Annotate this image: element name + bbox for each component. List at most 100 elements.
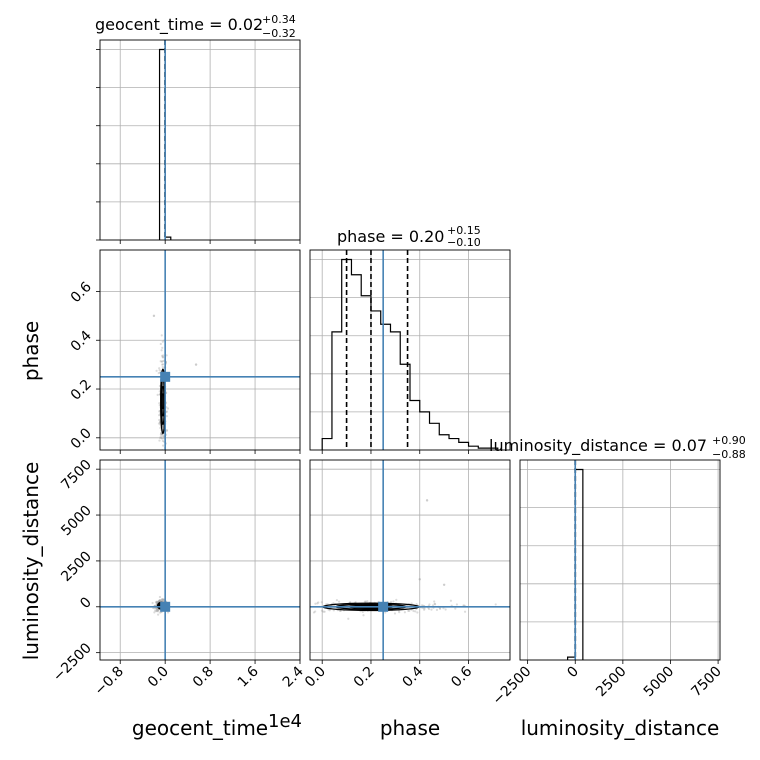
- title-param-luminosity_distance: luminosity_distance: [489, 436, 648, 456]
- y-tick-label: 5000: [58, 503, 95, 540]
- truth-marker: [378, 601, 389, 612]
- sample-point: [159, 433, 162, 436]
- sample-point: [407, 609, 410, 612]
- truth-marker: [160, 371, 171, 382]
- sample-point: [157, 422, 161, 425]
- sample-point: [158, 595, 162, 599]
- sample-point: [455, 603, 459, 606]
- sample-point: [415, 602, 418, 606]
- sample-point: [166, 407, 170, 410]
- sample-point: [159, 599, 162, 602]
- hist-frame: [519, 459, 721, 661]
- hist-frame: [309, 249, 511, 451]
- ylabel-phase: phase: [19, 321, 43, 381]
- sample-point: [361, 610, 364, 613]
- x-tick-label: −0.8: [92, 664, 127, 699]
- sample-point: [160, 599, 164, 602]
- sample-point: [160, 349, 163, 352]
- sample-point: [161, 354, 164, 357]
- title-minus-geocent_time: −0.32: [262, 27, 296, 40]
- y-tick-label: 2500: [58, 548, 95, 585]
- sample-point: [162, 599, 165, 602]
- panel-phase-vs-luminosity_distance: [266, 459, 511, 664]
- scatter-content: [100, 250, 300, 458]
- sample-point: [295, 610, 297, 612]
- sample-point: [317, 601, 320, 604]
- sample-point: [335, 599, 339, 602]
- sample-point: [166, 611, 170, 614]
- sample-point: [165, 415, 168, 418]
- sample-point: [454, 607, 457, 610]
- sample-point: [314, 602, 317, 605]
- sample-point: [494, 603, 497, 606]
- sample-point: [303, 611, 305, 613]
- sample-point: [160, 432, 163, 435]
- sample-point: [303, 602, 305, 604]
- sample-point: [314, 610, 317, 613]
- x-tick-label: 0.0: [302, 664, 329, 691]
- sample-point: [157, 600, 160, 603]
- sample-point: [393, 612, 397, 615]
- sample-point: [403, 611, 406, 614]
- sample-point: [158, 599, 161, 602]
- sample-point: [389, 600, 393, 603]
- sample-point: [328, 609, 331, 612]
- sample-point: [161, 434, 164, 437]
- sample-point: [156, 610, 159, 613]
- truth-marker: [160, 601, 171, 612]
- sample-point: [158, 369, 161, 372]
- sample-point: [160, 334, 163, 337]
- title-param-geocent_time: geocent_time: [95, 15, 204, 35]
- panel-phase-1d: [309, 249, 511, 454]
- outlier-point: [152, 314, 156, 318]
- title-plus-luminosity_distance: +0.90: [712, 434, 746, 447]
- xlabel-geocent_time: geocent_time: [132, 716, 268, 740]
- y-tick-label: 0.2: [68, 377, 95, 404]
- sample-point: [158, 410, 161, 413]
- title-median-phase: 0.20: [409, 227, 445, 246]
- sample-point: [307, 601, 309, 603]
- sample-point: [156, 601, 159, 604]
- sample-point: [161, 598, 165, 601]
- sample-point: [272, 609, 274, 611]
- outlier-point: [442, 583, 446, 586]
- sample-point: [157, 608, 160, 611]
- sample-point: [427, 607, 431, 611]
- sample-point: [155, 600, 159, 603]
- sample-point: [151, 601, 154, 605]
- sample-point: [395, 598, 398, 601]
- scatter-frame: [99, 459, 301, 661]
- y-tick-label: 0.0: [68, 425, 95, 452]
- sample-point: [285, 607, 287, 609]
- sample-point: [158, 418, 161, 422]
- sample-point: [154, 601, 158, 604]
- sample-point: [161, 439, 164, 443]
- x-tick-label: 0.0: [145, 664, 172, 691]
- sample-point: [161, 346, 164, 349]
- sample-point: [161, 356, 164, 359]
- sample-point: [266, 602, 268, 604]
- sample-point: [159, 435, 162, 438]
- sample-point: [165, 410, 169, 413]
- sample-point: [155, 607, 158, 610]
- sample-point: [337, 600, 341, 603]
- sample-point: [161, 598, 164, 601]
- outlier-point: [425, 499, 429, 502]
- x-tick-label: 5000: [641, 664, 678, 701]
- sample-point: [157, 371, 160, 375]
- sample-point: [160, 456, 162, 458]
- sample-point: [408, 609, 411, 612]
- title-geocent_time: geocent_time = 0.02: [95, 15, 263, 35]
- panel-luminosity_distance-1d: [519, 459, 721, 664]
- sample-point: [160, 436, 163, 440]
- title-median-geocent_time: 0.02: [228, 15, 264, 34]
- sample-point: [160, 360, 163, 363]
- y-tick-label: 0.4: [68, 328, 95, 355]
- title-minus-phase: −0.10: [447, 236, 481, 249]
- sample-point: [412, 609, 415, 613]
- sample-point: [158, 598, 161, 602]
- xlabel-phase: phase: [380, 716, 440, 740]
- sample-point: [307, 602, 309, 604]
- sample-point: [158, 439, 161, 442]
